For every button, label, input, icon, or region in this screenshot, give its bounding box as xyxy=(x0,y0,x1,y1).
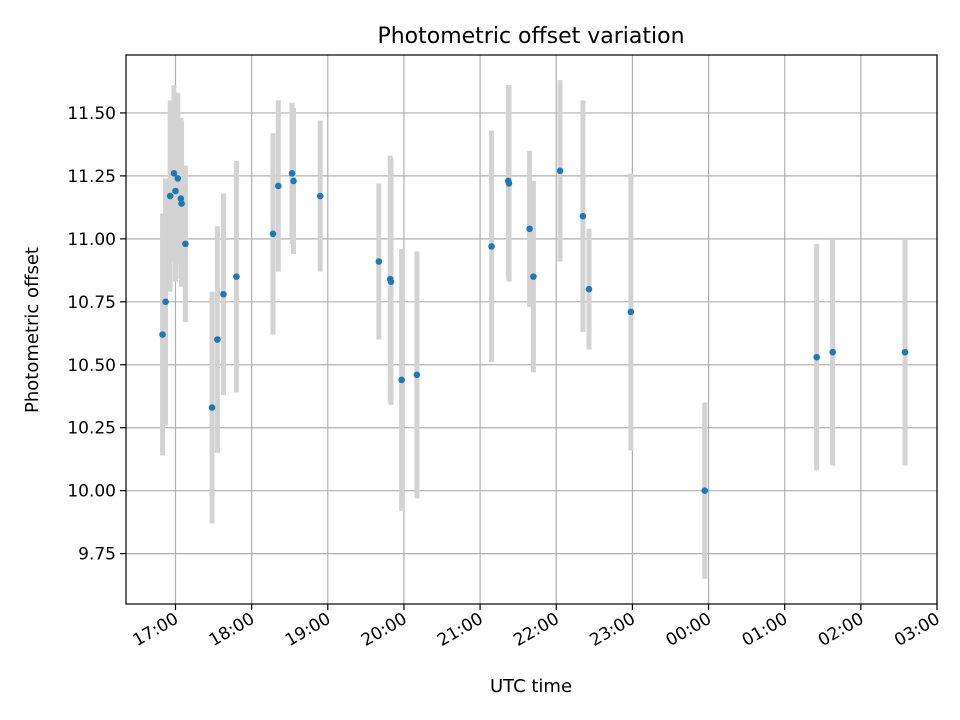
x-tick-label: 03:00 xyxy=(891,609,943,651)
data-point xyxy=(269,230,277,238)
x-tick-label: 02:00 xyxy=(815,609,867,651)
y-tick-label: 10.50 xyxy=(67,356,116,376)
x-axis-ticks: 17:00 18:00 19:00 20:00 21:00 22:00 23:00 00:00… xyxy=(130,604,944,651)
x-tick-label: 22:00 xyxy=(510,609,562,651)
x-tick-label: 19:00 xyxy=(282,609,334,651)
error-bars xyxy=(160,80,908,579)
x-tick-label: 20:00 xyxy=(358,609,410,651)
x-tick-label: 23:00 xyxy=(586,609,638,651)
data-points xyxy=(159,167,909,494)
data-point xyxy=(375,258,383,265)
data-point xyxy=(530,273,537,280)
data-point xyxy=(813,353,820,361)
data-point xyxy=(316,192,324,200)
plot-frame xyxy=(125,54,938,605)
chart-title: Photometric offset variation xyxy=(377,24,684,49)
data-point xyxy=(178,200,185,207)
data-point xyxy=(220,290,227,298)
data-point xyxy=(208,404,216,411)
data-point xyxy=(556,167,564,175)
data-point xyxy=(275,182,282,190)
data-point xyxy=(162,298,169,306)
x-tick-label: 18:00 xyxy=(206,609,258,651)
data-point xyxy=(177,195,185,202)
data-point xyxy=(159,331,166,338)
data-point xyxy=(526,225,533,233)
data-point xyxy=(627,308,635,316)
y-tick-label: 10.25 xyxy=(67,419,116,439)
data-point xyxy=(288,170,296,177)
x-axis-label: UTC time xyxy=(490,676,572,697)
data-point xyxy=(233,273,240,280)
data-point xyxy=(398,376,405,384)
y-tick-label: 11.00 xyxy=(67,230,116,250)
y-tick-label: 11.50 xyxy=(67,104,116,124)
y-tick-label: 9.75 xyxy=(78,545,116,565)
x-tick-label: 17:00 xyxy=(130,609,182,651)
y-axis-label: Photometric offset xyxy=(22,247,43,413)
data-point xyxy=(579,212,587,220)
data-point xyxy=(174,175,182,182)
y-tick-label: 10.75 xyxy=(67,293,116,313)
y-tick-label: 10.00 xyxy=(67,482,116,502)
data-point xyxy=(505,180,513,187)
data-point xyxy=(170,170,178,177)
data-point xyxy=(387,278,395,285)
data-point xyxy=(290,177,297,185)
data-point xyxy=(585,285,593,293)
x-tick-label: 21:00 xyxy=(434,609,486,651)
data-point xyxy=(829,348,836,356)
data-point xyxy=(182,240,189,248)
data-point xyxy=(214,336,221,343)
data-point xyxy=(701,487,709,494)
data-point xyxy=(901,348,909,356)
data-point xyxy=(172,187,179,195)
x-tick-label: 00:00 xyxy=(663,609,715,651)
x-tick-label: 01:00 xyxy=(739,609,791,651)
data-point xyxy=(488,243,495,250)
y-tick-label: 11.25 xyxy=(67,167,116,187)
data-point xyxy=(413,371,421,379)
y-axis-ticks: 9.75 10.00 10.25 10.50 10.75 11.00 11.25 11.50 xyxy=(67,104,126,565)
data-point xyxy=(166,192,174,200)
